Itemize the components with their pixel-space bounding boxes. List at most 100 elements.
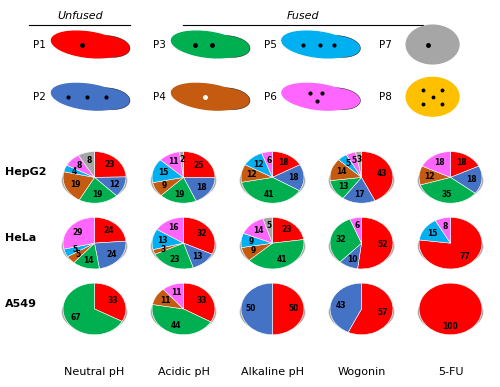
Text: 8: 8	[442, 222, 448, 231]
Text: 43: 43	[377, 169, 388, 178]
Text: 50: 50	[288, 305, 299, 313]
Wedge shape	[64, 165, 94, 177]
Wedge shape	[184, 217, 215, 254]
Text: 5: 5	[72, 245, 78, 254]
Text: 9: 9	[162, 181, 168, 190]
Text: 23: 23	[170, 255, 180, 264]
Text: 5-FU: 5-FU	[438, 367, 463, 377]
Wedge shape	[68, 243, 94, 263]
Text: Fused: Fused	[286, 11, 320, 21]
Text: A549: A549	[5, 299, 37, 309]
Text: Wogonin: Wogonin	[338, 367, 386, 377]
Text: 18: 18	[434, 158, 444, 167]
Text: 33: 33	[108, 296, 118, 305]
Wedge shape	[94, 241, 126, 269]
Text: 19: 19	[174, 190, 184, 199]
Wedge shape	[362, 152, 393, 201]
Wedge shape	[152, 305, 210, 335]
Ellipse shape	[52, 83, 123, 110]
Text: 33: 33	[197, 296, 207, 305]
Ellipse shape	[418, 161, 482, 200]
Wedge shape	[94, 283, 126, 321]
Ellipse shape	[318, 88, 360, 110]
Ellipse shape	[172, 31, 242, 58]
Wedge shape	[419, 217, 482, 269]
Wedge shape	[263, 217, 272, 243]
Text: 52: 52	[378, 240, 388, 249]
Ellipse shape	[151, 292, 216, 332]
Wedge shape	[338, 155, 361, 177]
Wedge shape	[419, 166, 450, 185]
Wedge shape	[245, 153, 272, 177]
Wedge shape	[79, 177, 116, 203]
Wedge shape	[63, 283, 122, 335]
Text: 9: 9	[248, 237, 254, 246]
Ellipse shape	[172, 83, 242, 110]
Ellipse shape	[240, 292, 305, 332]
Wedge shape	[66, 155, 94, 177]
Text: 12: 12	[246, 170, 256, 179]
Text: HepG2: HepG2	[5, 167, 46, 177]
Text: 19: 19	[70, 180, 80, 189]
Wedge shape	[242, 177, 300, 203]
Ellipse shape	[282, 83, 353, 110]
Ellipse shape	[329, 292, 394, 332]
Wedge shape	[64, 243, 94, 257]
Wedge shape	[272, 152, 300, 177]
Text: 18: 18	[278, 158, 288, 167]
Wedge shape	[152, 177, 184, 195]
Wedge shape	[450, 152, 479, 177]
Wedge shape	[330, 160, 362, 181]
Text: 11: 11	[171, 288, 181, 297]
Text: 8: 8	[76, 161, 82, 170]
Wedge shape	[184, 283, 215, 322]
Text: P3: P3	[154, 39, 166, 50]
Wedge shape	[164, 283, 184, 309]
Text: 32: 32	[196, 229, 207, 238]
Text: 18: 18	[288, 173, 299, 182]
Text: 16: 16	[168, 223, 178, 232]
Wedge shape	[419, 283, 482, 335]
Ellipse shape	[240, 161, 305, 200]
Text: 5: 5	[346, 159, 351, 168]
Wedge shape	[420, 221, 450, 243]
Text: 18: 18	[456, 158, 467, 167]
Wedge shape	[184, 243, 212, 268]
Wedge shape	[242, 243, 272, 260]
Wedge shape	[161, 177, 196, 203]
Text: P1: P1	[34, 39, 46, 50]
Ellipse shape	[406, 25, 459, 64]
Text: 32: 32	[335, 235, 345, 244]
Text: 11: 11	[168, 157, 179, 166]
Text: 12: 12	[109, 180, 120, 188]
Text: 57: 57	[377, 308, 388, 317]
Ellipse shape	[62, 161, 127, 200]
Wedge shape	[262, 152, 272, 177]
Wedge shape	[94, 177, 126, 196]
Ellipse shape	[151, 161, 216, 200]
Text: 44: 44	[171, 321, 181, 330]
Ellipse shape	[418, 292, 482, 332]
Text: 41: 41	[276, 255, 287, 264]
Wedge shape	[241, 165, 272, 182]
Wedge shape	[330, 283, 362, 332]
Text: 11: 11	[160, 296, 170, 305]
Wedge shape	[343, 177, 375, 203]
Text: 5: 5	[352, 156, 357, 165]
Ellipse shape	[87, 88, 130, 110]
Text: 14: 14	[336, 168, 346, 176]
Text: 67: 67	[71, 313, 82, 322]
Text: Unfused: Unfused	[57, 11, 102, 21]
Ellipse shape	[418, 226, 482, 266]
Wedge shape	[160, 152, 184, 177]
Wedge shape	[152, 229, 184, 250]
Wedge shape	[155, 243, 193, 269]
Text: 12: 12	[424, 171, 434, 180]
Wedge shape	[330, 177, 362, 198]
Text: Neutral pH: Neutral pH	[64, 367, 124, 377]
Wedge shape	[152, 289, 184, 309]
Text: 15: 15	[158, 168, 168, 177]
Wedge shape	[348, 283, 393, 335]
Text: 17: 17	[354, 190, 365, 199]
Wedge shape	[450, 166, 482, 194]
